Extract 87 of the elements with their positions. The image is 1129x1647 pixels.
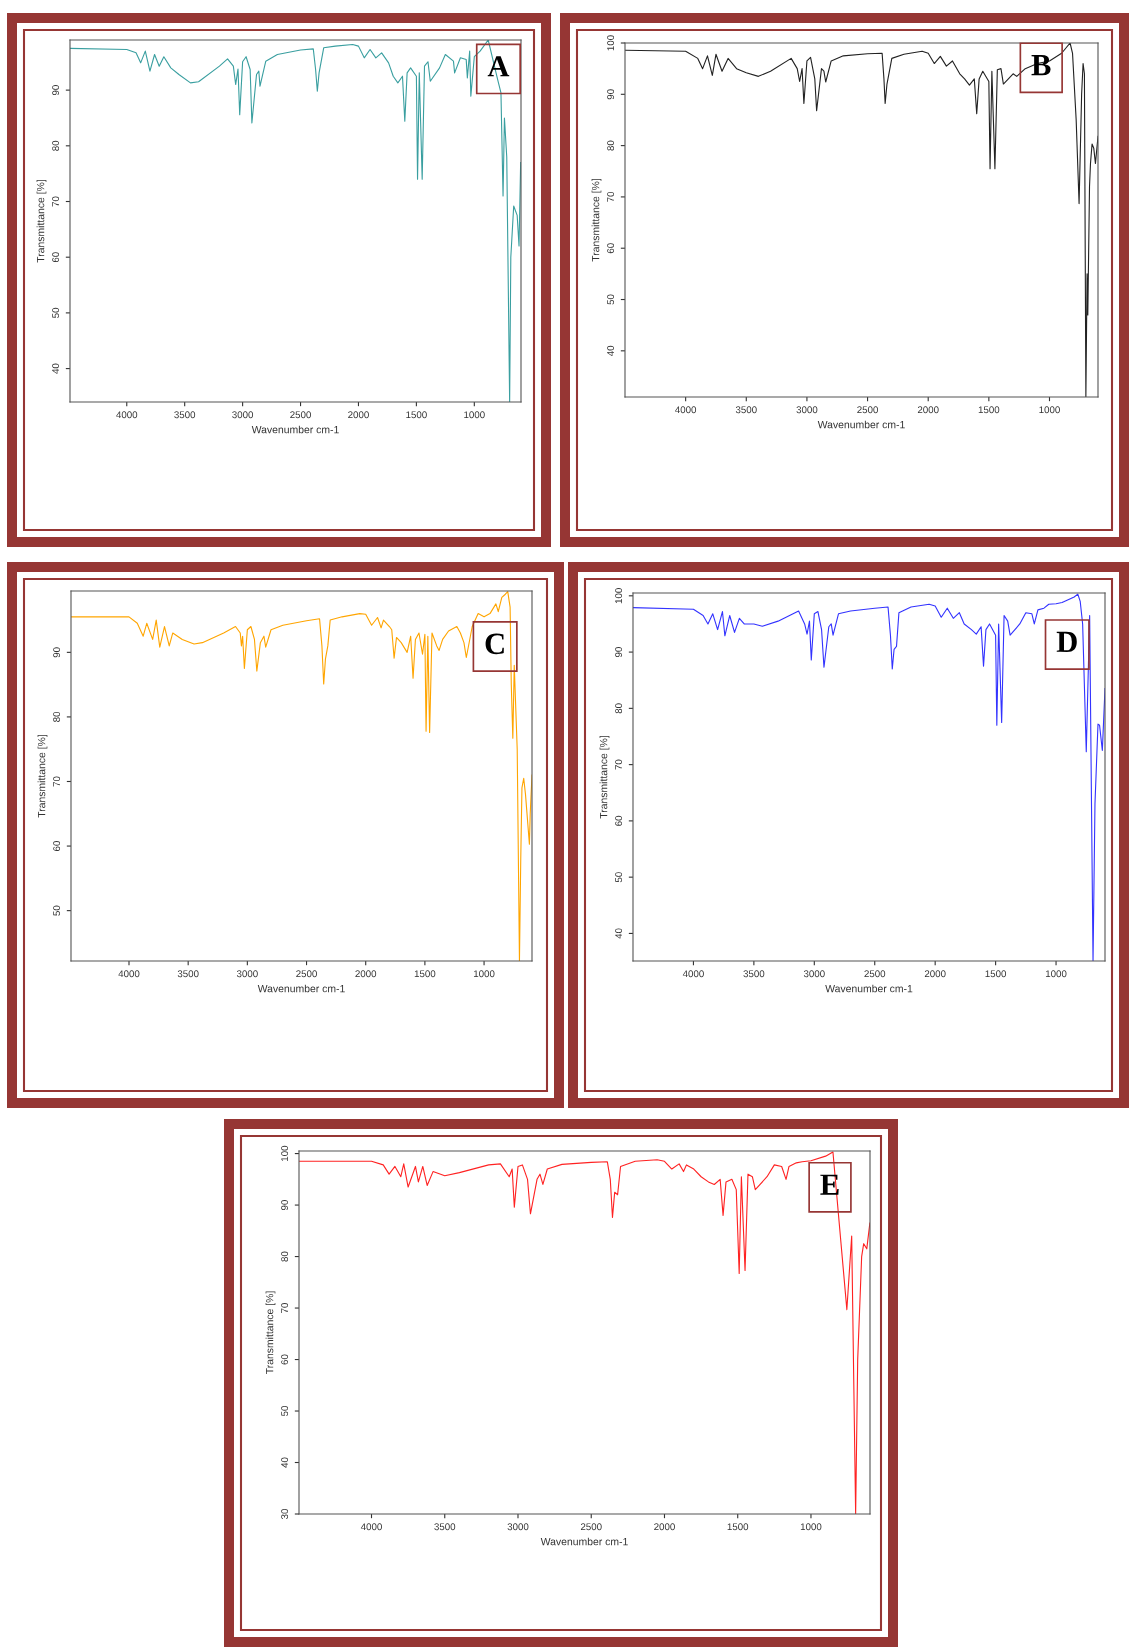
line-series [299,1151,870,1514]
x-tick-label: 4000 [116,411,138,419]
y-tick-label: 60 [52,252,60,263]
x-tick-label: 2000 [924,970,946,978]
x-axis-title: Wavenumber cm-1 [817,420,905,429]
x-tick-label: 3500 [177,970,199,978]
x-tick-label: 2000 [917,406,939,414]
x-tick-label: 4000 [118,970,140,978]
y-tick-label: 70 [53,776,61,787]
x-tick-label: 3000 [507,1523,529,1531]
x-tick-label: 3500 [174,411,196,419]
y-tick-label: 40 [52,363,60,374]
y-axis-title: Transmittance [%] [36,179,47,263]
y-tick-label: 70 [607,191,615,202]
line-series [70,40,521,402]
y-tick-label: 50 [281,1405,289,1417]
x-tick-label: 1000 [1045,970,1067,978]
x-tick-label: 2500 [290,411,311,419]
x-tick-label: 3500 [743,970,765,978]
x-tick-label: 2000 [348,411,369,419]
line-series [625,43,1098,397]
x-tick-label: 1500 [978,406,1000,414]
y-axis-title: Transmittance [%] [37,734,48,818]
y-tick-label: 90 [281,1200,289,1211]
x-tick-label: 1500 [985,970,1007,978]
x-axis-title: Wavenumber cm-1 [825,984,913,993]
x-tick-label: 3500 [735,406,757,414]
annotation: D [1056,631,1077,652]
y-tick-label: 80 [53,711,61,722]
x-axis-title: Wavenumber cm-1 [257,984,345,993]
y-tick-label: 50 [52,307,60,318]
y-tick-label: 40 [281,1457,289,1468]
y-tick-label: 40 [615,928,623,939]
x-tick-label: 1000 [1039,406,1060,414]
y-tick-label: 60 [281,1354,289,1365]
y-axis-title: Transmittance [%] [265,1291,276,1375]
x-tick-label: 3500 [434,1523,456,1531]
x-tick-label: 2500 [296,970,317,978]
x-tick-label: 2000 [654,1523,675,1531]
y-tick-label: 90 [52,85,60,96]
y-tick-label: 70 [615,759,623,770]
x-tick-label: 3000 [796,406,818,414]
y-tick-label: 40 [607,345,615,357]
y-tick-label: 80 [607,140,615,151]
x-tick-label: 1000 [473,970,495,978]
x-tick-label: 1500 [414,970,436,978]
y-tick-label: 50 [607,294,615,305]
x-tick-label: 4000 [360,1523,382,1531]
x-axis-title: Wavenumber cm-1 [540,1537,628,1546]
x-tick-label: 2500 [857,406,878,414]
x-tick-label: 3000 [803,970,825,978]
x-tick-label: 1000 [800,1523,822,1531]
y-axis-title: Transmittance [%] [591,178,602,262]
annotation: E [820,1174,839,1195]
x-tick-label: 3000 [232,411,254,419]
y-tick-label: 100 [615,588,623,604]
y-tick-label: 90 [615,647,623,658]
y-tick-label: 90 [53,647,61,658]
y-tick-label: 70 [281,1303,289,1313]
y-tick-label: 60 [615,815,623,826]
y-tick-label: 30 [281,1508,289,1520]
annotation: A [487,56,510,77]
x-tick-label: 1000 [464,411,485,419]
y-tick-label: 80 [281,1251,289,1262]
x-tick-label: 2500 [864,970,886,978]
line-series [71,591,532,961]
y-tick-label: 80 [52,140,60,151]
x-tick-label: 3000 [236,970,258,978]
annotation: C [485,633,504,655]
y-tick-label: 60 [607,243,615,254]
x-tick-label: 1500 [406,411,427,419]
x-tick-label: 4000 [675,406,697,414]
y-tick-label: 90 [607,89,615,100]
line-series [633,593,1105,961]
x-tick-label: 1500 [727,1523,749,1531]
y-axis-title: Transmittance [%] [599,735,610,819]
y-tick-label: 100 [281,1145,289,1161]
y-tick-label: 60 [53,841,61,851]
y-tick-label: 100 [607,35,615,51]
x-tick-label: 2000 [355,970,377,978]
x-axis-title: Wavenumber cm-1 [251,425,339,434]
y-tick-label: 70 [52,196,60,207]
x-tick-label: 4000 [682,970,704,978]
y-tick-label: 50 [615,872,623,883]
x-tick-label: 2500 [580,1523,602,1531]
y-tick-label: 80 [615,703,623,714]
y-tick-label: 50 [53,905,61,916]
